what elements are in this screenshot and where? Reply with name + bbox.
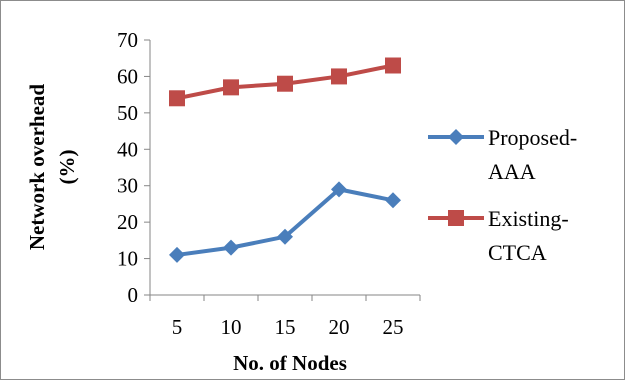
legend-entry-2: Existing- CTCA — [428, 206, 569, 265]
x-tick-label: 20 — [329, 315, 350, 339]
legend: Proposed- AAA Existing- CTCA — [428, 125, 577, 265]
y-tick-label: 10 — [117, 247, 138, 271]
series-2 — [169, 57, 401, 107]
x-axis-title: No. of Nodes — [233, 351, 347, 375]
data-point-diamond — [223, 239, 239, 256]
legend-label-line: Existing- — [488, 206, 569, 231]
x-tick-label: 15 — [275, 315, 296, 339]
y-tick-label: 60 — [117, 64, 138, 88]
data-point-diamond — [331, 181, 347, 198]
data-point-diamond — [169, 246, 185, 263]
data-point-diamond — [277, 228, 293, 245]
data-point-square — [385, 57, 401, 74]
y-tick-label: 0 — [128, 283, 139, 307]
data-point-square — [169, 90, 185, 107]
axes — [144, 39, 421, 301]
data-point-square — [277, 75, 293, 92]
data-point-square — [331, 68, 347, 85]
series-1 — [169, 181, 401, 263]
data-point-square — [223, 79, 239, 96]
y-tick-label: 70 — [117, 28, 138, 52]
y-tick-labels: 0 10 20 30 40 50 60 70 — [117, 28, 138, 307]
legend-label-line: CTCA — [488, 240, 547, 265]
series-layer — [169, 57, 401, 263]
x-tick-label: 5 — [172, 315, 183, 339]
y-axis-title-line: Network overhead — [25, 84, 49, 251]
y-axis-title-line: (%) — [55, 150, 79, 185]
y-axis-title: Network overhead (%) — [25, 84, 79, 251]
data-point-diamond — [385, 192, 401, 209]
y-tick-label: 40 — [117, 137, 138, 161]
series-line — [176, 187, 394, 257]
y-tick-label: 30 — [117, 174, 138, 198]
legend-label-line: Proposed- — [488, 125, 577, 150]
legend-entry-1: Proposed- AAA — [428, 125, 577, 184]
x-tick-label: 10 — [221, 315, 242, 339]
legend-label-line: AAA — [488, 159, 536, 184]
x-tick-label: 25 — [383, 315, 404, 339]
y-tick-label: 50 — [117, 101, 138, 125]
legend-marker-square — [448, 210, 464, 226]
x-tick-labels: 5 10 15 20 25 — [172, 315, 404, 339]
y-tick-label: 20 — [117, 210, 138, 234]
legend-marker-diamond — [448, 129, 464, 145]
